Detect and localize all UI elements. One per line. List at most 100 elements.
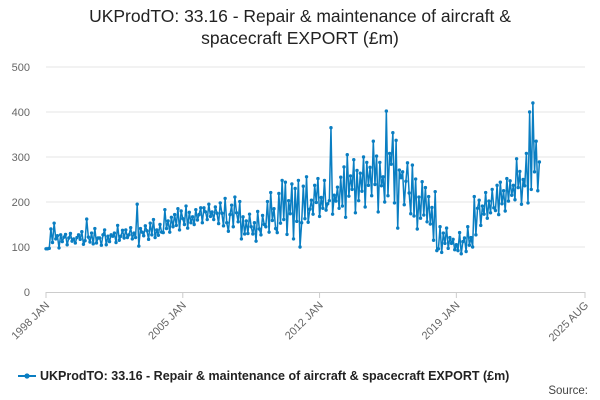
data-point[interactable] bbox=[55, 234, 60, 238]
data-point[interactable] bbox=[420, 180, 424, 184]
data-point[interactable] bbox=[182, 222, 187, 227]
data-point[interactable] bbox=[446, 246, 450, 251]
data-point[interactable] bbox=[343, 215, 348, 219]
data-point[interactable] bbox=[119, 234, 123, 238]
data-point[interactable] bbox=[85, 217, 89, 221]
data-point[interactable] bbox=[451, 237, 455, 242]
data-point[interactable] bbox=[148, 221, 152, 225]
data-point[interactable] bbox=[228, 212, 232, 217]
data-point[interactable] bbox=[218, 201, 222, 205]
data-point[interactable] bbox=[498, 180, 503, 184]
data-point[interactable] bbox=[195, 218, 200, 222]
data-point[interactable] bbox=[241, 215, 245, 219]
data-point[interactable] bbox=[133, 235, 138, 240]
data-point[interactable] bbox=[122, 236, 126, 240]
data-point[interactable] bbox=[102, 228, 107, 232]
data-point[interactable] bbox=[316, 176, 320, 181]
data-point[interactable] bbox=[67, 236, 71, 240]
data-point[interactable] bbox=[501, 189, 506, 193]
data-point[interactable] bbox=[264, 225, 268, 229]
data-point[interactable] bbox=[409, 212, 413, 216]
data-point[interactable] bbox=[68, 231, 73, 236]
data-point[interactable] bbox=[397, 168, 402, 172]
data-point[interactable] bbox=[223, 196, 227, 201]
data-point[interactable] bbox=[301, 184, 305, 188]
data-point[interactable] bbox=[203, 210, 208, 214]
data-point[interactable] bbox=[317, 214, 322, 219]
data-point[interactable] bbox=[50, 240, 55, 245]
data-point[interactable] bbox=[63, 232, 68, 237]
data-point[interactable] bbox=[267, 230, 271, 234]
data-point[interactable] bbox=[137, 244, 141, 248]
data-point[interactable] bbox=[348, 174, 353, 178]
data-point[interactable] bbox=[537, 160, 542, 164]
data-point[interactable] bbox=[337, 206, 341, 210]
data-point[interactable] bbox=[510, 193, 514, 197]
data-point[interactable] bbox=[475, 206, 480, 210]
data-point[interactable] bbox=[104, 243, 108, 247]
data-point[interactable] bbox=[415, 227, 419, 231]
data-point[interactable] bbox=[524, 151, 529, 156]
data-point[interactable] bbox=[422, 213, 426, 217]
data-point[interactable] bbox=[202, 206, 206, 210]
data-point[interactable] bbox=[474, 233, 478, 237]
data-point[interactable] bbox=[511, 183, 516, 188]
data-point[interactable] bbox=[174, 223, 178, 228]
data-point[interactable] bbox=[265, 199, 270, 204]
data-point[interactable] bbox=[308, 207, 312, 211]
data-point[interactable] bbox=[62, 235, 66, 239]
data-point[interactable] bbox=[495, 183, 499, 188]
data-point[interactable] bbox=[278, 221, 283, 225]
data-point[interactable] bbox=[89, 231, 94, 235]
series-ukprodto-33-16[interactable] bbox=[44, 101, 542, 256]
data-point[interactable] bbox=[469, 235, 473, 240]
data-point[interactable] bbox=[453, 248, 457, 252]
data-point[interactable] bbox=[199, 206, 203, 210]
data-point[interactable] bbox=[132, 231, 136, 235]
data-point[interactable] bbox=[487, 199, 491, 203]
data-point[interactable] bbox=[431, 238, 436, 242]
data-point[interactable] bbox=[433, 189, 437, 194]
data-point[interactable] bbox=[339, 175, 343, 179]
data-point[interactable] bbox=[299, 221, 304, 225]
data-point[interactable] bbox=[73, 241, 78, 245]
data-point[interactable] bbox=[454, 243, 459, 247]
data-point[interactable] bbox=[259, 233, 263, 237]
data-point[interactable] bbox=[81, 242, 86, 246]
data-point[interactable] bbox=[527, 110, 532, 114]
data-point[interactable] bbox=[391, 131, 395, 135]
data-point[interactable] bbox=[461, 239, 465, 244]
data-point[interactable] bbox=[371, 139, 376, 143]
data-point[interactable] bbox=[529, 187, 533, 192]
data-point[interactable] bbox=[324, 208, 328, 212]
data-point[interactable] bbox=[247, 212, 252, 216]
data-point[interactable] bbox=[99, 243, 104, 247]
data-point[interactable] bbox=[477, 198, 481, 202]
data-point[interactable] bbox=[536, 189, 540, 193]
data-point[interactable] bbox=[101, 233, 105, 237]
data-point[interactable] bbox=[387, 151, 392, 156]
data-point[interactable] bbox=[358, 171, 362, 175]
data-point[interactable] bbox=[534, 139, 538, 143]
data-point[interactable] bbox=[355, 168, 359, 173]
data-point[interactable] bbox=[285, 232, 289, 237]
data-point[interactable] bbox=[130, 237, 135, 241]
data-point[interactable] bbox=[246, 231, 250, 236]
data-point[interactable] bbox=[254, 239, 258, 243]
data-point[interactable] bbox=[257, 227, 262, 231]
data-point[interactable] bbox=[293, 186, 297, 191]
data-point[interactable] bbox=[71, 237, 76, 241]
data-point[interactable] bbox=[368, 165, 372, 170]
data-point[interactable] bbox=[496, 212, 501, 217]
data-point[interactable] bbox=[205, 217, 209, 222]
data-point[interactable] bbox=[171, 225, 175, 229]
data-point[interactable] bbox=[238, 199, 242, 204]
data-point[interactable] bbox=[518, 169, 522, 174]
data-point[interactable] bbox=[57, 246, 61, 250]
data-point[interactable] bbox=[184, 204, 188, 208]
data-point[interactable] bbox=[430, 205, 434, 210]
data-point[interactable] bbox=[269, 190, 273, 195]
data-point[interactable] bbox=[378, 160, 382, 165]
data-point[interactable] bbox=[98, 236, 102, 240]
data-point[interactable] bbox=[480, 204, 485, 208]
